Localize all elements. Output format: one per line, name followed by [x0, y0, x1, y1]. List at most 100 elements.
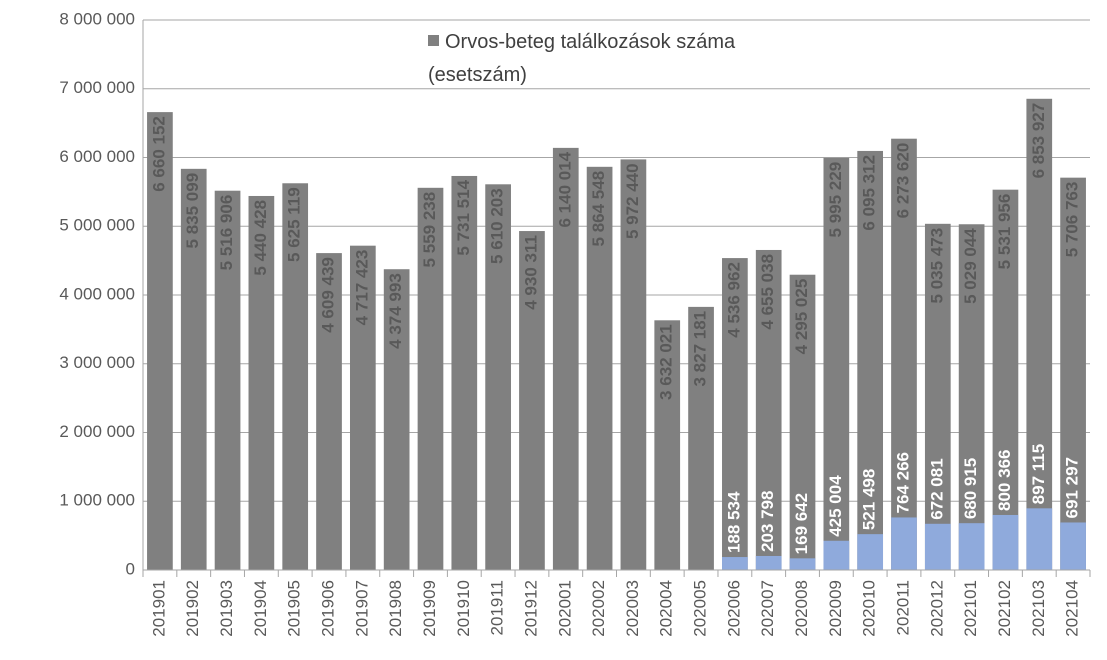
x-tick-label: 201902 — [183, 580, 202, 637]
x-tick-label: 202003 — [623, 580, 642, 637]
data-label: 5 625 119 — [285, 187, 304, 262]
bar — [1026, 98, 1053, 571]
data-label: 5 516 906 — [217, 195, 236, 271]
bar — [823, 540, 850, 570]
x-tick-label: 201912 — [521, 580, 540, 637]
data-label: 4 717 423 — [352, 250, 371, 326]
legend-swatch — [428, 35, 439, 46]
y-tick-label: 0 — [126, 559, 135, 578]
bar — [1060, 177, 1086, 571]
x-tick-label: 202004 — [657, 580, 676, 637]
bar — [282, 183, 309, 570]
bar — [654, 320, 681, 570]
x-tick-label: 201910 — [454, 580, 473, 637]
x-tick-label: 202005 — [691, 580, 710, 637]
x-tick-label: 202002 — [589, 580, 608, 637]
data-label: 5 706 763 — [1063, 182, 1082, 258]
x-tick-label: 202009 — [826, 580, 845, 637]
bar — [857, 534, 884, 570]
data-label: 680 915 — [961, 458, 980, 519]
data-label: 5 531 956 — [995, 194, 1014, 270]
bar — [519, 231, 545, 570]
data-label: 672 081 — [927, 458, 946, 519]
data-label: 4 609 439 — [319, 257, 338, 333]
bar — [857, 150, 884, 570]
x-tick-label: 202010 — [860, 580, 879, 637]
bar — [958, 523, 985, 570]
x-tick-label: 202008 — [792, 580, 811, 637]
bar — [147, 112, 173, 570]
bar — [992, 514, 1019, 570]
x-tick-label: 201905 — [285, 580, 304, 637]
data-label: 188 534 — [724, 491, 743, 553]
data-label: 764 266 — [893, 452, 912, 513]
data-label: 897 115 — [1029, 444, 1048, 505]
data-label: 4 295 025 — [792, 279, 811, 355]
y-tick-label: 1 000 000 — [59, 491, 135, 510]
x-tick-label: 202103 — [1029, 580, 1048, 637]
data-label: 5 029 044 — [961, 228, 980, 304]
data-label: 4 930 311 — [521, 235, 540, 310]
data-label: 3 632 021 — [657, 324, 676, 400]
bar — [755, 555, 782, 570]
y-tick-label: 8 000 000 — [59, 9, 135, 28]
bar — [451, 175, 478, 570]
x-tick-label: 202102 — [995, 580, 1014, 637]
bar — [722, 557, 748, 570]
data-label: 4 374 993 — [386, 273, 405, 349]
bar — [823, 157, 850, 570]
bar — [248, 195, 275, 570]
data-label: 5 972 440 — [623, 163, 642, 239]
data-label: 5 440 428 — [251, 200, 270, 276]
bar — [924, 523, 951, 570]
x-tick-label: 201911 — [488, 580, 507, 635]
data-label: 6 273 620 — [893, 143, 912, 219]
bar — [1026, 508, 1053, 570]
data-label: 3 827 181 — [691, 311, 710, 387]
x-tick-label: 202006 — [724, 580, 743, 637]
bar — [755, 249, 782, 571]
bar — [316, 253, 342, 570]
bar — [992, 189, 1019, 570]
y-tick-label: 5 000 000 — [59, 216, 135, 235]
x-tick-label: 201901 — [149, 580, 168, 637]
y-tick-label: 4 000 000 — [59, 284, 135, 303]
data-label: 5 835 099 — [183, 173, 202, 249]
bar — [586, 166, 613, 571]
bar — [891, 517, 917, 570]
x-tick-label: 201903 — [217, 580, 236, 637]
data-label: 5 731 514 — [454, 179, 473, 255]
bar — [1060, 522, 1086, 570]
data-label: 691 297 — [1063, 457, 1082, 518]
bar — [214, 190, 241, 570]
x-tick-label: 202012 — [927, 580, 946, 637]
bar — [349, 245, 376, 570]
data-label: 6 095 312 — [860, 155, 879, 231]
data-label: 203 798 — [758, 491, 777, 552]
x-tick-label: 201909 — [420, 580, 439, 637]
data-label: 5 610 203 — [488, 188, 507, 264]
data-label: 521 498 — [860, 469, 879, 530]
x-tick-label: 202104 — [1063, 580, 1082, 637]
bar — [958, 224, 985, 570]
bar — [552, 147, 579, 571]
bar — [180, 168, 207, 570]
data-label: 6 140 014 — [555, 151, 574, 227]
bar — [789, 274, 816, 570]
y-tick-label: 6 000 000 — [59, 147, 135, 166]
bar — [789, 558, 816, 570]
bar — [688, 306, 714, 570]
y-tick-label: 2 000 000 — [59, 422, 135, 441]
data-label: 169 642 — [792, 493, 811, 554]
data-label: 425 004 — [826, 475, 845, 537]
x-tick-label: 202101 — [961, 580, 980, 637]
bar — [891, 138, 917, 570]
x-tick-label: 201904 — [251, 580, 270, 637]
x-tick-label: 201907 — [352, 580, 371, 637]
bar — [620, 159, 647, 570]
data-label: 4 536 962 — [724, 262, 743, 338]
data-label: 5 995 229 — [826, 162, 845, 238]
data-label: 5 035 473 — [927, 228, 946, 304]
bar — [485, 184, 511, 571]
